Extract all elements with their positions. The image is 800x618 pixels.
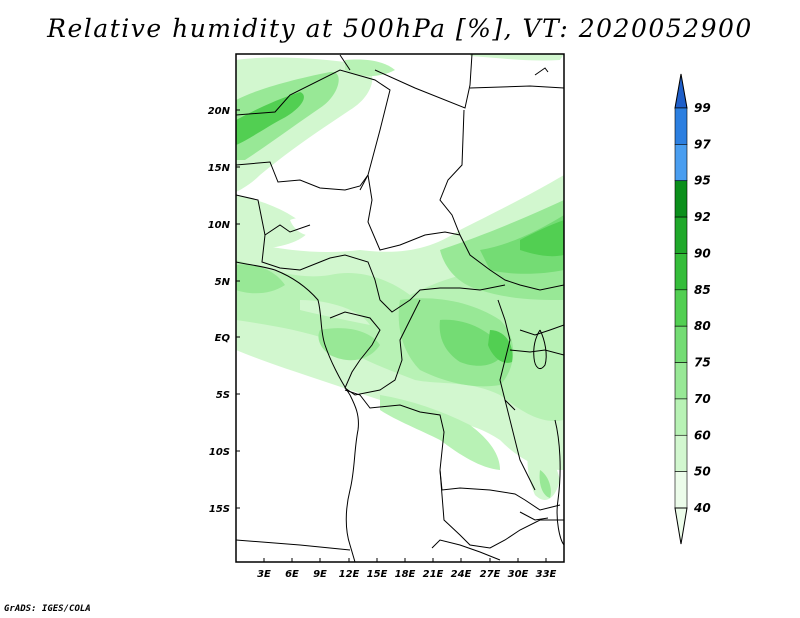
lat-label-15n: 15N (208, 163, 231, 174)
humidity-field (236, 54, 564, 500)
colorbar-segment (674, 362, 688, 400)
lat-label-5s: 5S (216, 390, 230, 401)
colorbar-label: 90 (694, 246, 711, 260)
country-borders (236, 54, 564, 562)
colorbar-segment (674, 289, 688, 327)
colorbar-segment (674, 144, 688, 182)
lon-label-3e: 3E (257, 569, 271, 580)
colorbar-label: 40 (693, 501, 711, 515)
lon-label-27e: 27E (480, 569, 501, 580)
colorbar-segment (674, 216, 688, 254)
lon-label-24e: 24E (451, 569, 472, 580)
grads-credit: GrADS: IGES/COLA (4, 604, 91, 614)
colorbar-segment (674, 253, 688, 291)
colorbar-top-arrow (674, 73, 688, 109)
lat-label-20n: 20N (208, 106, 231, 117)
colorbar-segments (674, 107, 688, 509)
lon-label-18e: 18E (395, 569, 416, 580)
lon-label-33e: 33E (536, 569, 557, 580)
lat-label-5n: 5N (215, 277, 231, 288)
colorbar-label: 75 (694, 356, 711, 370)
colorbar-segment (674, 325, 688, 363)
colorbar-label: 92 (694, 210, 711, 224)
map-frame (235, 53, 565, 563)
lon-label-6e: 6E (285, 569, 299, 580)
colorbar-bottom-arrow (674, 507, 688, 545)
colorbar-label: 85 (694, 283, 711, 297)
colorbar-segment (674, 434, 688, 472)
colorbar-labels: 99 97 95 92 90 85 80 75 70 60 50 40 (693, 101, 711, 515)
colorbar-label: 70 (694, 392, 711, 406)
lon-label-12e: 12E (339, 569, 360, 580)
colorbar-label: 95 (694, 174, 711, 188)
lon-label-30e: 30E (508, 569, 529, 580)
colorbar-label: 80 (694, 319, 711, 333)
colorbar-label: 97 (694, 137, 711, 151)
colorbar-segment (674, 471, 688, 509)
lat-label-15s: 15S (209, 504, 230, 515)
colorbar-segment (674, 398, 688, 436)
colorbar-label: 60 (694, 428, 711, 442)
map-title: Relative humidity at 500hPa [%], VT: 202… (47, 14, 753, 43)
lon-label-21e: 21E (423, 569, 444, 580)
longitude-axis: 3E 6E 9E 12E 15E 18E 21E 24E 27E 30E 33E (257, 558, 557, 580)
lon-label-9e: 9E (313, 569, 327, 580)
lat-label-10n: 10N (208, 220, 231, 231)
lat-label-eq: EQ (215, 333, 231, 344)
latitude-axis: 20N 15N 10N 5N EQ 5S 10S 15S (208, 106, 240, 515)
lat-label-10s: 10S (209, 447, 230, 458)
colorbar-label: 50 (694, 465, 711, 479)
colorbar: 99 97 95 92 90 85 80 75 70 60 50 40 (674, 73, 711, 545)
colorbar-label: 99 (694, 101, 711, 115)
colorbar-segment (674, 180, 688, 218)
colorbar-segment (674, 107, 688, 145)
lon-label-15e: 15E (367, 569, 388, 580)
